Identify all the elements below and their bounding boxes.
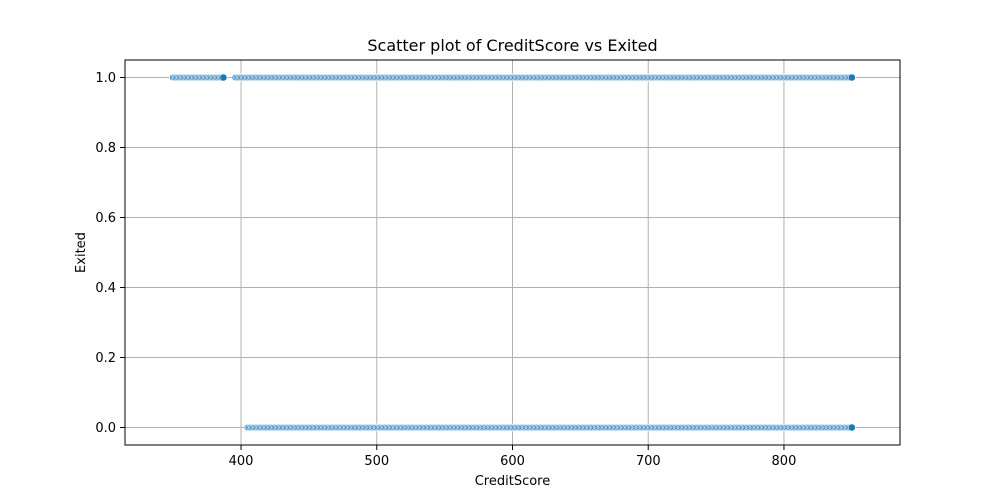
axis-ticks: 400 500 600 700 800 0.0 0.2 0.4 0.6 0.8 1.0: [95, 71, 796, 469]
x-tick-label: 800: [772, 454, 797, 469]
data-point: [847, 73, 856, 82]
y-tick-label: 0.4: [95, 281, 116, 296]
y-tick-label: 1.0: [95, 71, 116, 86]
y-tick-label: 0.6: [95, 211, 116, 226]
grid-lines: [125, 60, 900, 445]
y-tick-label: 0.2: [95, 351, 116, 366]
x-tick-label: 600: [500, 454, 525, 469]
y-tick-label: 0.8: [95, 141, 116, 156]
x-tick-label: 400: [229, 454, 254, 469]
x-tick-label: 700: [636, 454, 661, 469]
y-axis-label: Exited: [74, 232, 89, 273]
x-tick-label: 500: [364, 454, 389, 469]
data-points: [169, 73, 856, 432]
data-point: [219, 73, 228, 82]
y-tick-label: 0.0: [95, 421, 116, 436]
chart-title: Scatter plot of CreditScore vs Exited: [367, 36, 657, 55]
x-axis-label: CreditScore: [475, 474, 551, 489]
data-point: [847, 423, 856, 432]
